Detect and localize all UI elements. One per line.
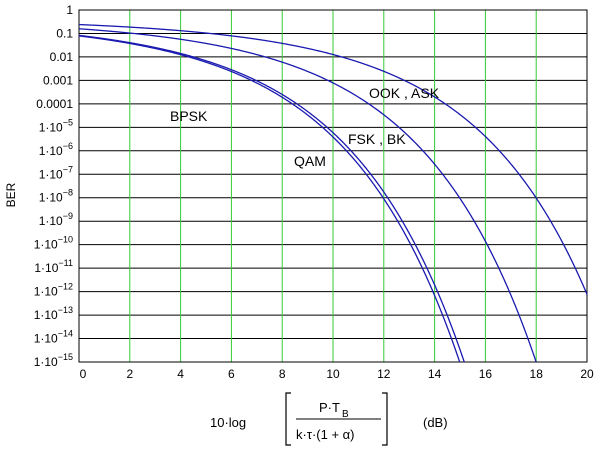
y-tick-label: 1·10−14 bbox=[34, 329, 73, 346]
formula-bracket-right bbox=[382, 392, 388, 446]
curve-label-bpsk: BPSK bbox=[170, 108, 208, 124]
curve-ook-ask bbox=[78, 23, 588, 295]
formula-numerator: P·T bbox=[319, 400, 340, 415]
curve-label-qam: QAM bbox=[294, 153, 326, 169]
vertical-gridlines bbox=[129, 10, 537, 362]
x-tick-label: 0 bbox=[80, 367, 87, 381]
y-tick-label: 0.0001 bbox=[36, 97, 73, 111]
formula-bracket-left bbox=[285, 392, 291, 446]
x-tick-label: 18 bbox=[530, 367, 544, 381]
formula-prefix: 10·log bbox=[210, 415, 246, 430]
y-tick-label: 1·10−15 bbox=[34, 352, 73, 369]
curve-fsk-bk bbox=[78, 28, 537, 363]
formula-numerator-subscript: B bbox=[342, 409, 349, 420]
curve-bpsk bbox=[78, 35, 461, 363]
y-axis-label: BER bbox=[4, 182, 18, 207]
y-tick-label: 1 bbox=[66, 3, 73, 17]
x-tick-label: 20 bbox=[580, 367, 594, 381]
y-tick-label: 1·10−7 bbox=[39, 164, 73, 181]
y-tick-label: 1·10−12 bbox=[34, 282, 73, 299]
y-tick-label: 1·10−5 bbox=[39, 117, 73, 134]
x-tick-labels: 0 2 4 6 8 10 12 14 16 18 20 bbox=[80, 367, 594, 381]
x-tick-label: 4 bbox=[177, 367, 184, 381]
y-tick-labels: 1 0.1 0.01 0.001 0.0001 1·10−5 1·10−6 1·10−7 1·1… bbox=[34, 3, 74, 369]
formula-unit: (dB) bbox=[423, 415, 448, 430]
x-axis-formula: 10·log P·T B k·τ·(1 + α) (dB) bbox=[210, 392, 448, 446]
x-tick-label: 10 bbox=[326, 367, 340, 381]
y-tick-label: 1·10−8 bbox=[39, 188, 73, 205]
x-tick-label: 2 bbox=[126, 367, 133, 381]
y-tick-label: 1·10−11 bbox=[34, 258, 73, 275]
curve-qam bbox=[78, 34, 466, 363]
x-tick-label: 14 bbox=[428, 367, 442, 381]
ber-curves bbox=[78, 23, 588, 363]
x-tick-label: 16 bbox=[479, 367, 493, 381]
y-tick-label: 0.001 bbox=[43, 73, 73, 87]
y-tick-label: 1·10−9 bbox=[39, 211, 73, 228]
y-tick-label: 1·10−6 bbox=[39, 141, 73, 158]
x-tick-label: 12 bbox=[377, 367, 391, 381]
y-tick-label: 1·10−10 bbox=[34, 235, 73, 252]
y-tick-label: 0.1 bbox=[56, 26, 73, 40]
curve-label-ook-ask: OOK , ASK bbox=[369, 85, 440, 101]
y-tick-label: 1·10−13 bbox=[34, 305, 73, 322]
x-tick-label: 8 bbox=[279, 367, 286, 381]
plot-frame bbox=[78, 9, 588, 363]
x-tick-label: 6 bbox=[228, 367, 235, 381]
y-tick-label: 0.01 bbox=[50, 50, 74, 64]
formula-denominator: k·τ·(1 + α) bbox=[296, 427, 355, 442]
curve-label-fsk-bk: FSK , BK bbox=[348, 131, 406, 147]
